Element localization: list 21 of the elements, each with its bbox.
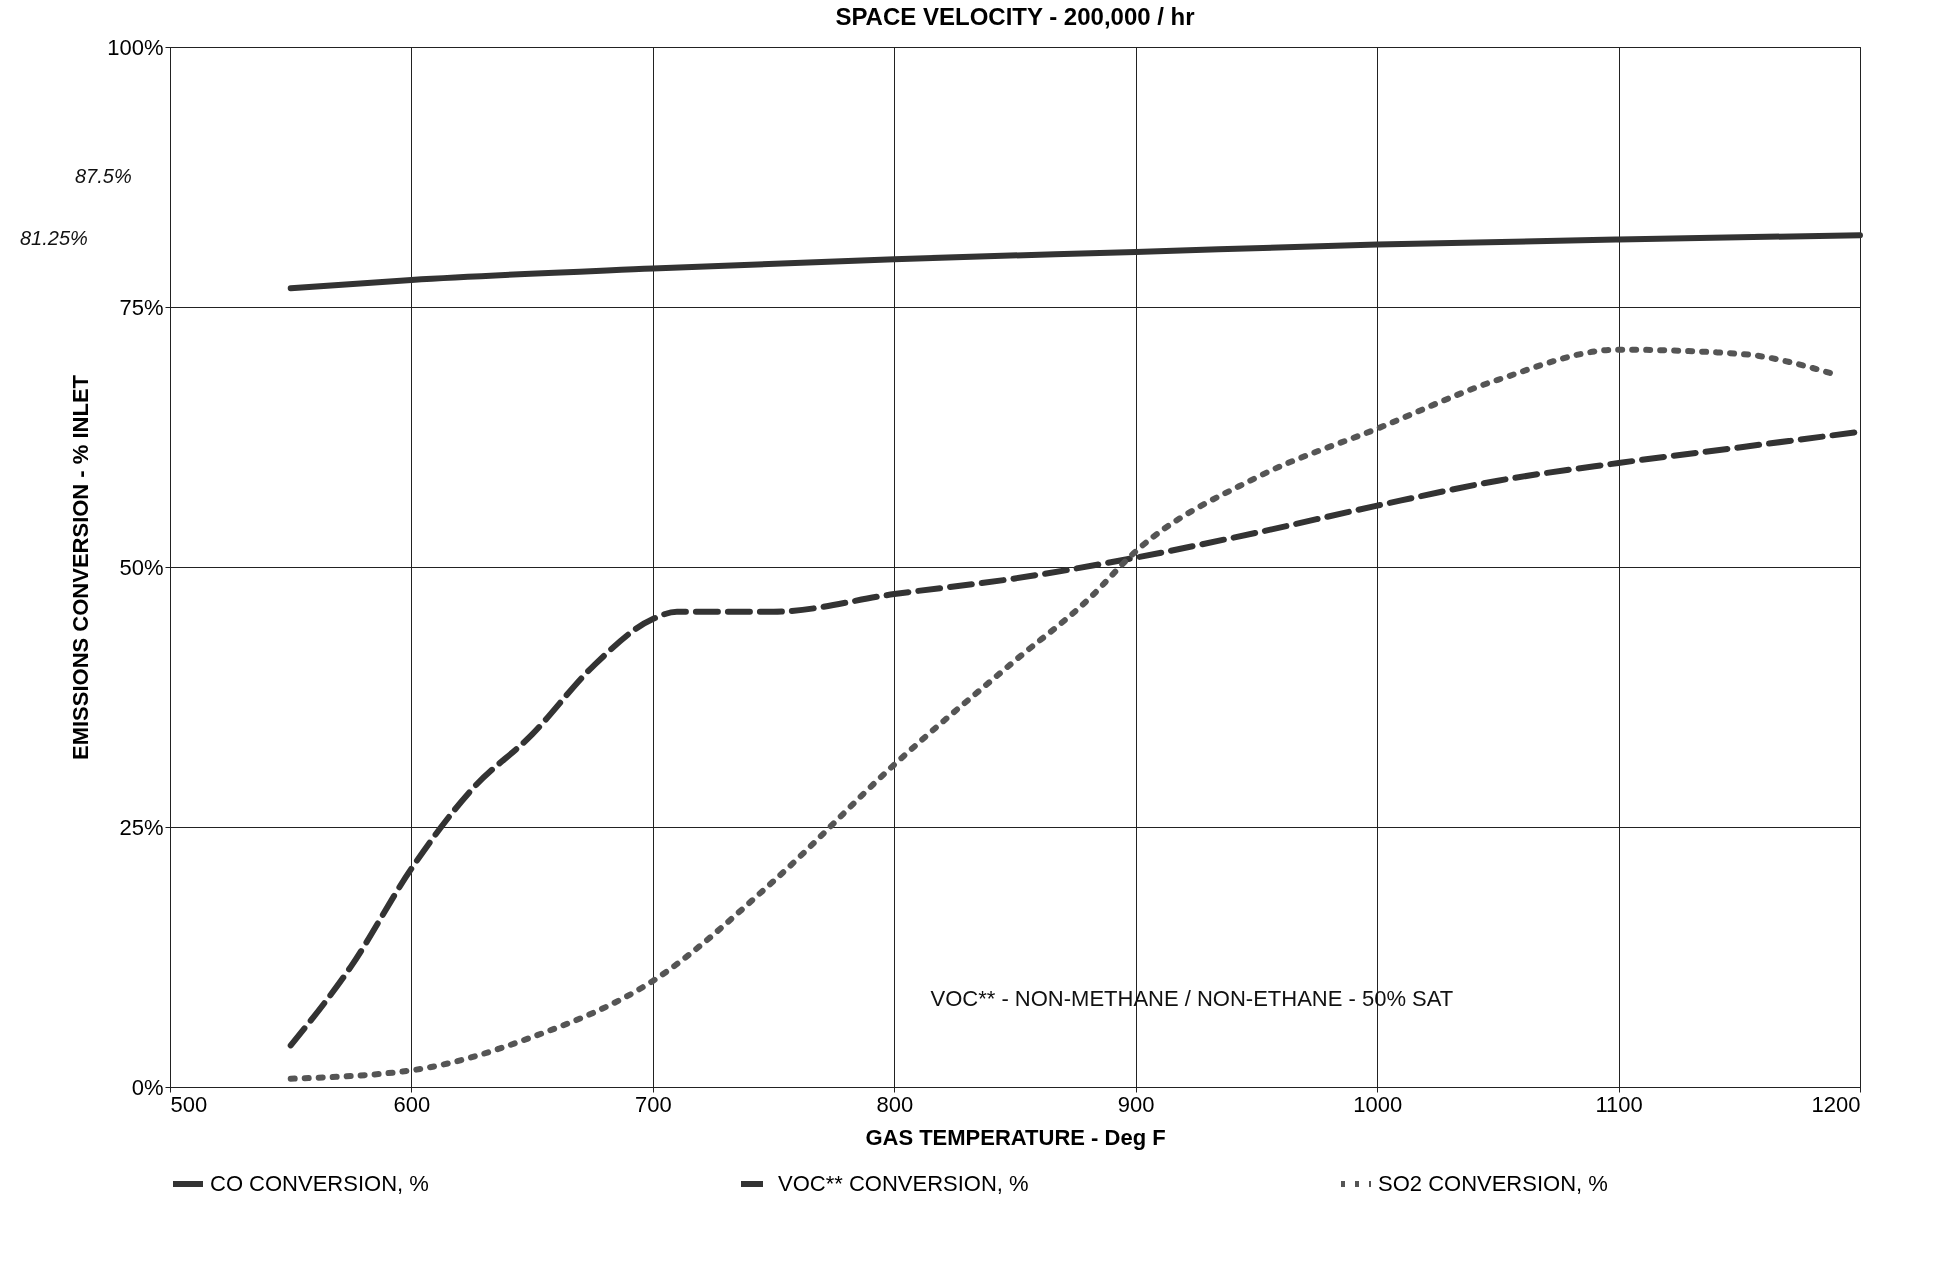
y-tick-label: 75%	[119, 294, 164, 320]
text: 81.25%	[20, 227, 88, 250]
x-tick-label: 1200	[1811, 1091, 1861, 1117]
x-tick-label: 900	[1117, 1091, 1155, 1117]
x-axis-title: GAS TEMPERATURE - Deg F	[865, 1124, 1166, 1150]
legend-label: VOC** CONVERSION, %	[778, 1171, 1029, 1196]
x-tick-label: 800	[876, 1091, 914, 1117]
x-tick-label: 700	[635, 1091, 672, 1117]
chart-title: SPACE VELOCITY - 200,000 / hr	[835, 3, 1195, 30]
x-tick-label: 600	[393, 1091, 431, 1117]
legend-label: CO CONVERSION, %	[210, 1171, 429, 1196]
text: 87.5%	[75, 165, 132, 187]
x-tick-label: 500	[170, 1091, 208, 1117]
legend-label: SO2 CONVERSION, %	[1378, 1171, 1608, 1196]
y-tick-label: 25%	[119, 814, 164, 840]
y-tick-label: 100%	[107, 34, 164, 60]
y-axis-title: EMISSIONS CONVERSION - % INLET	[68, 374, 94, 761]
y-tick-label: 50%	[119, 554, 164, 580]
x-tick-label: 1100	[1595, 1091, 1643, 1117]
x-tick-label: 1000	[1353, 1091, 1403, 1117]
y-tick-label: 0%	[131, 1074, 164, 1100]
